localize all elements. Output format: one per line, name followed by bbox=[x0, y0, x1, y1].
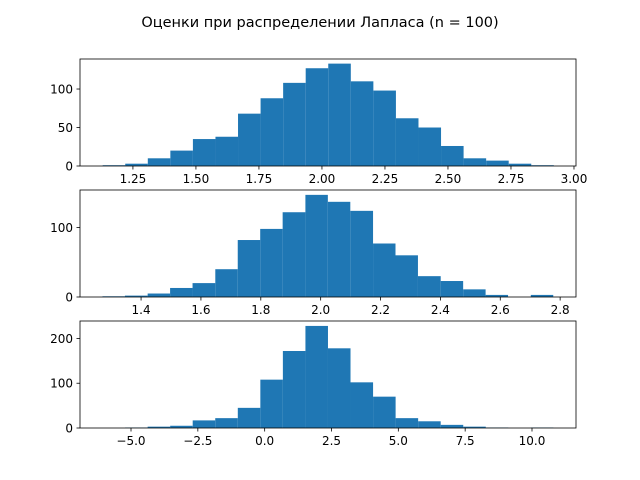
x-tick-label: 2.2 bbox=[371, 303, 390, 317]
x-tick-label: 1.6 bbox=[191, 303, 210, 317]
bar bbox=[192, 283, 216, 297]
bar bbox=[350, 81, 374, 166]
bar bbox=[147, 426, 171, 428]
x-tick-label: −5.0 bbox=[116, 434, 145, 448]
figure-title: Оценки при распределении Лапласа (n = 10… bbox=[141, 15, 498, 31]
bar bbox=[283, 82, 306, 166]
x-tick-label: 1.4 bbox=[132, 303, 151, 317]
bar bbox=[327, 348, 351, 428]
bar bbox=[260, 98, 284, 166]
bar bbox=[192, 139, 216, 166]
y-tick-label: 50 bbox=[58, 121, 73, 135]
bar bbox=[192, 420, 216, 428]
y-tick-label: 0 bbox=[65, 422, 73, 436]
bar bbox=[418, 127, 442, 166]
y-tick-label: 0 bbox=[65, 291, 73, 305]
bar bbox=[395, 418, 419, 428]
bar bbox=[463, 158, 487, 166]
x-tick-label: 2.75 bbox=[498, 172, 525, 186]
bar bbox=[147, 293, 171, 297]
bar bbox=[440, 281, 464, 297]
y-tick-label: 100 bbox=[50, 221, 73, 235]
x-tick-label: 1.8 bbox=[251, 303, 270, 317]
x-tick-label: 2.50 bbox=[435, 172, 462, 186]
bar bbox=[508, 163, 532, 166]
x-tick-label: 2.25 bbox=[372, 172, 399, 186]
bar bbox=[170, 150, 193, 166]
bar bbox=[440, 424, 464, 428]
bar bbox=[260, 228, 283, 297]
bar bbox=[237, 240, 261, 297]
x-tick-label: 2.0 bbox=[311, 303, 330, 317]
bar bbox=[215, 136, 239, 166]
bar bbox=[305, 194, 328, 297]
bar bbox=[305, 325, 328, 428]
x-tick-label: 0.0 bbox=[255, 434, 274, 448]
bar bbox=[282, 212, 306, 297]
x-tick-label: 2.6 bbox=[491, 303, 510, 317]
x-tick-label: 2.5 bbox=[322, 434, 341, 448]
bar bbox=[441, 145, 464, 166]
bar bbox=[463, 289, 486, 297]
axes-frame bbox=[79, 189, 577, 298]
y-tick-label: 200 bbox=[50, 332, 73, 346]
x-tick-label: −2.5 bbox=[183, 434, 212, 448]
bar bbox=[124, 295, 148, 297]
x-tick-label: 2.00 bbox=[309, 172, 336, 186]
axes-frame bbox=[79, 320, 577, 429]
y-tick-label: 100 bbox=[50, 83, 73, 97]
bar bbox=[530, 294, 554, 297]
y-tick-label: 100 bbox=[50, 377, 73, 391]
y-tick-label: 0 bbox=[65, 160, 73, 174]
bar bbox=[237, 407, 261, 428]
x-tick-label: 1.50 bbox=[183, 172, 210, 186]
bar bbox=[418, 421, 441, 428]
bar bbox=[238, 113, 261, 166]
bar bbox=[350, 382, 374, 428]
bar bbox=[147, 158, 171, 166]
x-tick-label: 7.5 bbox=[456, 434, 475, 448]
bar bbox=[328, 63, 351, 166]
bar bbox=[125, 163, 148, 166]
x-tick-label: 2.4 bbox=[431, 303, 450, 317]
x-tick-label: 1.25 bbox=[120, 172, 147, 186]
bar bbox=[170, 287, 193, 297]
bar bbox=[486, 160, 509, 166]
bar bbox=[373, 396, 396, 428]
bar bbox=[373, 243, 396, 297]
bar bbox=[215, 269, 238, 297]
x-tick-label: 1.75 bbox=[246, 172, 273, 186]
x-tick-label: 10.0 bbox=[519, 434, 546, 448]
bar bbox=[327, 201, 351, 297]
bar bbox=[305, 68, 329, 166]
bar bbox=[350, 210, 374, 297]
bar bbox=[463, 426, 486, 428]
bar bbox=[485, 294, 509, 297]
x-tick-label: 3.00 bbox=[561, 172, 588, 186]
x-tick-label: 5.0 bbox=[389, 434, 408, 448]
bar bbox=[417, 276, 441, 297]
bar bbox=[260, 379, 283, 428]
bar bbox=[395, 118, 419, 166]
bar bbox=[170, 425, 193, 428]
x-tick-label: 2.8 bbox=[551, 303, 570, 317]
bar bbox=[282, 350, 306, 428]
bar bbox=[373, 90, 396, 166]
axes-frame bbox=[79, 58, 577, 167]
bar bbox=[215, 418, 238, 428]
bar bbox=[395, 255, 418, 297]
